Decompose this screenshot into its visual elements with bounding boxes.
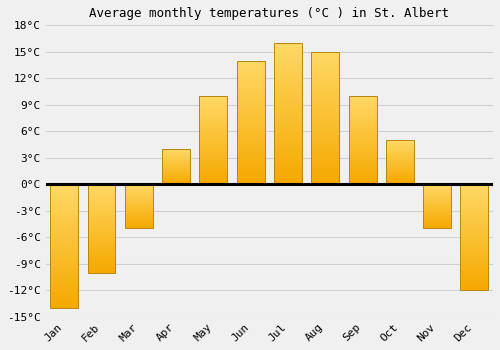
Bar [162,149,190,184]
Bar [236,61,264,184]
Bar [348,96,376,184]
Bar [50,184,78,308]
Bar [274,43,302,184]
Bar [423,184,451,229]
Title: Average monthly temperatures (°C ) in St. Albert: Average monthly temperatures (°C ) in St… [90,7,450,20]
Bar [312,52,339,184]
Bar [125,184,153,229]
Bar [386,140,414,184]
Bar [460,184,488,290]
Bar [200,96,228,184]
Bar [88,184,116,273]
